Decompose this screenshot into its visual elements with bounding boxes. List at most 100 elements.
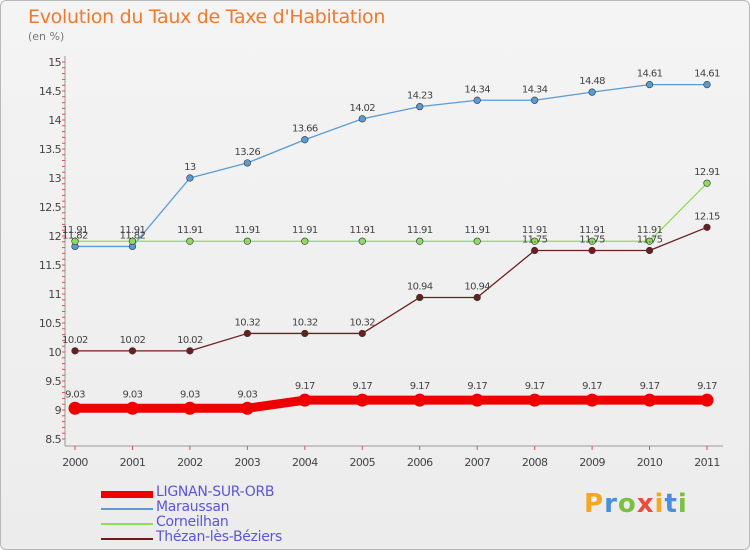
legend-swatch <box>101 491 153 498</box>
y-tick-label: 11.5 <box>39 259 62 272</box>
x-tick-label: 2000 <box>62 456 88 469</box>
y-tick-label: 13.5 <box>39 143 62 156</box>
y-tick-label: 11 <box>48 288 61 301</box>
data-point <box>588 88 596 96</box>
data-label: 9.17 <box>352 381 372 392</box>
data-label: 14.23 <box>407 91 433 102</box>
data-point <box>416 293 424 302</box>
logo-letter: o <box>617 489 637 519</box>
data-point <box>301 136 309 144</box>
data-label: 11.91 <box>235 225 261 236</box>
data-label: 14.48 <box>579 76 605 87</box>
data-label: 9.03 <box>180 389 200 400</box>
data-point <box>125 401 139 415</box>
axes: 8.5 9 9.5 10 10.5 11 11.5 12 12.5 13 13.5 14 14.5 15 2… <box>39 56 723 469</box>
chart-title: Evolution du Taux de Taxe d'Habitation <box>28 6 386 28</box>
data-point <box>243 329 251 338</box>
data-point <box>240 401 254 415</box>
data-point <box>528 393 542 407</box>
y-tick-label: 12.5 <box>39 201 62 214</box>
data-point <box>128 237 137 245</box>
data-point <box>186 237 194 245</box>
data-point <box>358 115 366 123</box>
data-point <box>645 246 654 255</box>
y-tick-label: 10.5 <box>39 317 62 330</box>
data-point <box>473 293 481 302</box>
data-label: 14.34 <box>522 84 548 95</box>
data-label: 14.61 <box>637 69 663 80</box>
data-label: 9.03 <box>65 389 85 400</box>
data-label: 11.91 <box>349 225 375 236</box>
data-point <box>416 237 424 245</box>
data-label: 11.91 <box>464 225 490 236</box>
data-point <box>358 329 366 338</box>
data-point <box>71 347 79 355</box>
data-label: 10.94 <box>407 281 433 292</box>
y-tick-label: 14.5 <box>39 85 62 98</box>
legend-label: Thézan-lès-Béziers <box>156 529 282 545</box>
data-label: 10.32 <box>292 317 318 328</box>
data-label: 10.02 <box>62 335 88 346</box>
data-label: 12.91 <box>694 167 720 178</box>
data-label: 14.61 <box>694 69 720 80</box>
data-point <box>531 96 539 104</box>
data-label: 13.26 <box>235 147 261 158</box>
legend-label: LIGNAN-SUR-ORB <box>156 484 275 500</box>
data-point <box>645 237 654 245</box>
series-line <box>74 226 708 352</box>
logo-letter: t <box>664 489 678 519</box>
data-label: 11.75 <box>522 235 548 246</box>
legend-item-lignan: LIGNAN-SUR-ORB <box>101 484 361 501</box>
x-tick-label: 2007 <box>464 456 490 469</box>
data-labels: 11.82 11.82 13 13.26 13.66 14.02 14.23 14.34 14.… <box>62 69 720 401</box>
legend-label: Corneilhan <box>156 514 229 530</box>
data-point <box>470 393 484 407</box>
logo-letter: i <box>654 489 665 519</box>
data-point <box>301 329 309 338</box>
data-label: 10.32 <box>349 317 375 328</box>
x-tick-label: 2006 <box>407 456 433 469</box>
data-point <box>703 223 711 231</box>
data-label: 10.94 <box>464 281 490 292</box>
legend-swatch <box>101 508 153 510</box>
y-tick-label: 12 <box>48 230 61 243</box>
data-point <box>585 393 599 407</box>
data-label: 9.17 <box>525 381 545 392</box>
data-label: 11.91 <box>177 225 203 236</box>
y-tick-label: 15 <box>48 56 61 69</box>
series-line <box>70 395 712 413</box>
data-point <box>588 246 596 255</box>
series-line <box>74 182 708 242</box>
data-point <box>243 237 251 245</box>
data-label: 11.75 <box>579 235 605 246</box>
y-tick-label: 10 <box>48 346 61 359</box>
legend-swatch <box>101 538 153 540</box>
data-label: 14.34 <box>464 84 490 95</box>
data-label: 11.82 <box>120 230 146 241</box>
proxiti-logo: Proxiti <box>584 489 688 519</box>
data-label: 9.17 <box>295 381 315 392</box>
data-point <box>645 81 654 89</box>
data-point <box>358 237 366 245</box>
data-point <box>703 179 711 187</box>
data-point <box>355 393 369 407</box>
data-point <box>473 237 481 245</box>
data-point <box>700 393 714 407</box>
data-label: 11.91 <box>292 225 318 236</box>
series-points <box>68 81 714 415</box>
data-point <box>413 393 427 407</box>
logo-letter: r <box>604 489 618 519</box>
data-label: 11.91 <box>120 225 146 236</box>
data-label: 13 <box>184 162 196 173</box>
y-tick-label: 13 <box>48 172 61 185</box>
data-label: 9.03 <box>123 389 143 400</box>
logo-letter: i <box>677 489 688 519</box>
data-point <box>416 103 424 111</box>
data-point <box>243 159 251 167</box>
data-label: 10.02 <box>177 335 203 346</box>
data-point <box>588 237 596 245</box>
data-point <box>68 401 82 415</box>
data-label: 9.17 <box>640 381 660 392</box>
data-point <box>128 347 137 355</box>
x-tick-label: 2010 <box>637 456 663 469</box>
